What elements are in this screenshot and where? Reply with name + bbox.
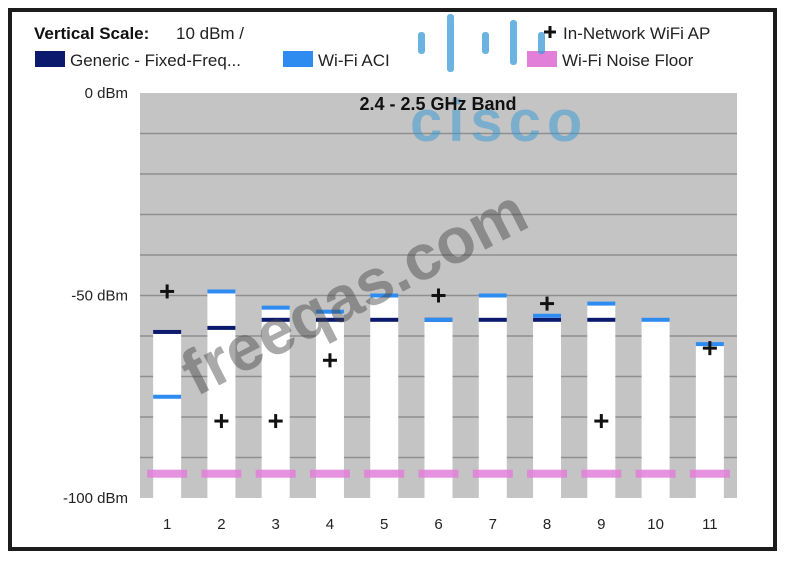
x-tick-label: 9 (597, 516, 605, 533)
x-tick-label: 3 (272, 516, 280, 533)
wifi-aci-mark (533, 313, 562, 318)
y-tick-label: -100 dBm (63, 490, 128, 507)
generic-interference-mark (315, 317, 344, 322)
in-network-ap-marker (214, 414, 229, 429)
legend-label-wifi-aci: Wi-Fi ACI (318, 51, 390, 70)
x-axis-ticks: 1 2 3 4 5 6 7 8 9 10 11 (163, 516, 718, 533)
wifi-aci-mark (370, 293, 399, 298)
legend-plus-marker-icon (544, 26, 556, 38)
x-tick-label: 7 (489, 516, 497, 533)
vertical-scale-label: Vertical Scale: (34, 24, 149, 43)
wifi-aci-mark (153, 394, 182, 399)
x-tick-label: 5 (380, 516, 388, 533)
in-network-ap-marker (160, 284, 175, 299)
wifi-aci-mark (641, 317, 670, 322)
generic-interference-mark (370, 317, 399, 322)
noise-floor-mark (472, 469, 513, 478)
in-network-ap-marker (268, 414, 283, 429)
in-network-ap-marker (702, 341, 717, 356)
in-network-ap-marker (431, 288, 446, 303)
x-tick-label: 8 (543, 516, 551, 533)
generic-interference-mark (587, 317, 616, 322)
channel-bar (478, 295, 507, 498)
generic-interference-mark (261, 317, 290, 322)
in-network-ap-marker (322, 353, 337, 368)
legend-label-noise-floor: Wi-Fi Noise Floor (562, 51, 694, 70)
y-tick-label: -50 dBm (71, 288, 128, 305)
channel-bar (641, 319, 670, 498)
noise-floor-mark (147, 469, 188, 478)
chart-title: 2.4 - 2.5 GHz Band (359, 94, 516, 114)
x-tick-label: 4 (326, 516, 334, 533)
y-tick-label: 0 dBm (85, 85, 128, 102)
legend-swatch-generic (35, 51, 65, 67)
wifi-aci-mark (587, 301, 616, 306)
generic-interference-mark (478, 317, 507, 322)
generic-interference-mark (207, 325, 236, 330)
noise-floor-mark (689, 469, 730, 478)
noise-floor-mark (635, 469, 676, 478)
chart-header: Vertical Scale: 10 dBm / Generic - Fixed… (34, 24, 710, 70)
x-tick-label: 1 (163, 516, 171, 533)
in-network-ap-marker (594, 414, 609, 429)
x-tick-label: 11 (702, 516, 718, 533)
noise-floor-mark (364, 469, 405, 478)
channel-bar (261, 307, 290, 498)
vertical-scale-value: 10 dBm / (176, 24, 244, 43)
channel-bar (424, 319, 453, 498)
channel-bar (315, 311, 344, 498)
wifi-aci-mark (424, 317, 453, 322)
generic-interference-mark (533, 317, 562, 322)
svg-text:cisco: cisco (410, 89, 588, 154)
channel-bar (587, 303, 616, 498)
channel-bar (207, 291, 236, 498)
legend-swatch-wifi-aci (283, 51, 313, 67)
x-tick-label: 6 (434, 516, 442, 533)
noise-floor-mark (527, 469, 568, 478)
noise-floor-mark (201, 469, 242, 478)
legend-label-generic: Generic - Fixed-Freq... (70, 51, 241, 70)
wifi-aci-mark (315, 309, 344, 314)
legend-label-in-network-ap: In-Network WiFi AP (563, 24, 710, 43)
wifi-aci-mark (261, 305, 290, 310)
generic-interference-mark (153, 329, 182, 334)
wifi-aci-mark (207, 289, 236, 294)
legend-swatch-noise-floor (527, 51, 557, 67)
cisco-logo-watermark: cisco (410, 14, 588, 154)
in-network-ap-marker (540, 296, 555, 311)
noise-floor-mark (309, 469, 350, 478)
noise-floor-mark (418, 469, 459, 478)
noise-floor-mark (255, 469, 296, 478)
series-marks (147, 284, 730, 478)
noise-floor-mark (581, 469, 622, 478)
x-tick-label: 10 (647, 516, 664, 533)
channel-bar (533, 315, 562, 498)
channel-bar (370, 295, 399, 498)
y-axis-ticks: 0 dBm -50 dBm -100 dBm (63, 85, 128, 507)
x-tick-label: 2 (217, 516, 225, 533)
wifi-aci-mark (478, 293, 507, 298)
